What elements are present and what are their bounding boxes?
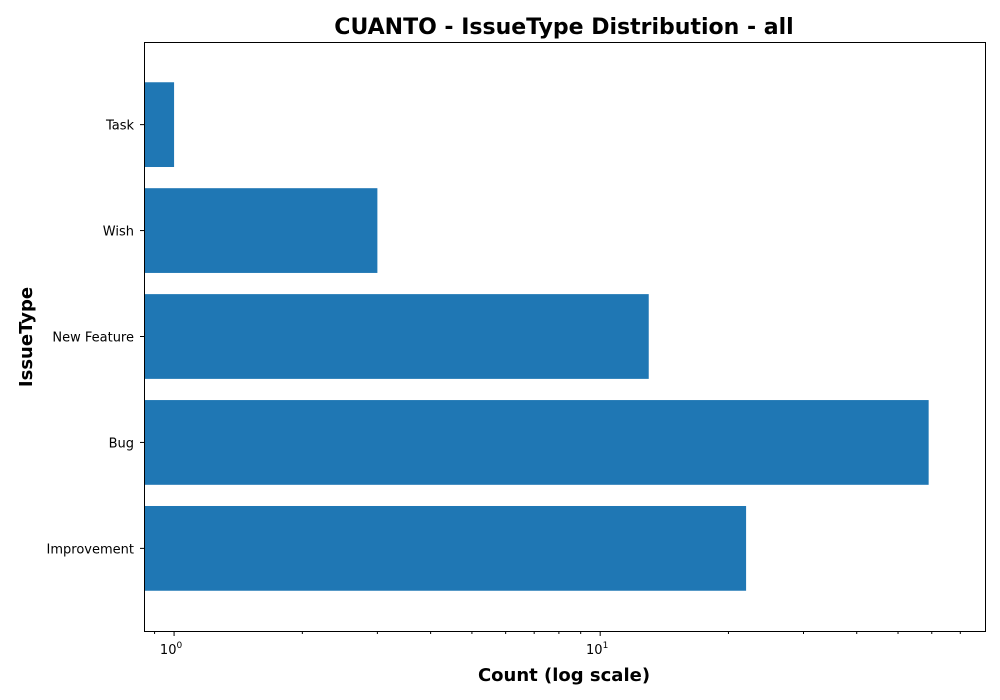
chart-title: CUANTO - IssueType Distribution - all <box>334 15 793 40</box>
bar-improvement <box>144 505 747 591</box>
y-tick-label: Bug <box>109 436 134 451</box>
bar-bug <box>144 400 929 485</box>
y-axis-label: IssueType <box>16 287 37 387</box>
y-axis-ticks: Improvement Bug New Feature Wish Task <box>47 119 144 557</box>
x-tick-label: 100 <box>160 641 183 658</box>
x-axis-ticks: 100 101 <box>154 631 961 658</box>
bar-wish <box>144 188 378 273</box>
bars-group <box>144 82 929 591</box>
y-tick-label: Task <box>105 119 135 134</box>
y-tick-label: Improvement <box>47 542 134 557</box>
x-axis-label: Count (log scale) <box>478 665 650 686</box>
y-tick-label: New Feature <box>52 331 134 346</box>
x-tick-label: 101 <box>586 641 608 658</box>
plot-frame <box>144 42 986 632</box>
y-tick-label: Wish <box>103 225 134 240</box>
bar-task <box>144 82 175 168</box>
bar-new-feature <box>144 294 649 379</box>
